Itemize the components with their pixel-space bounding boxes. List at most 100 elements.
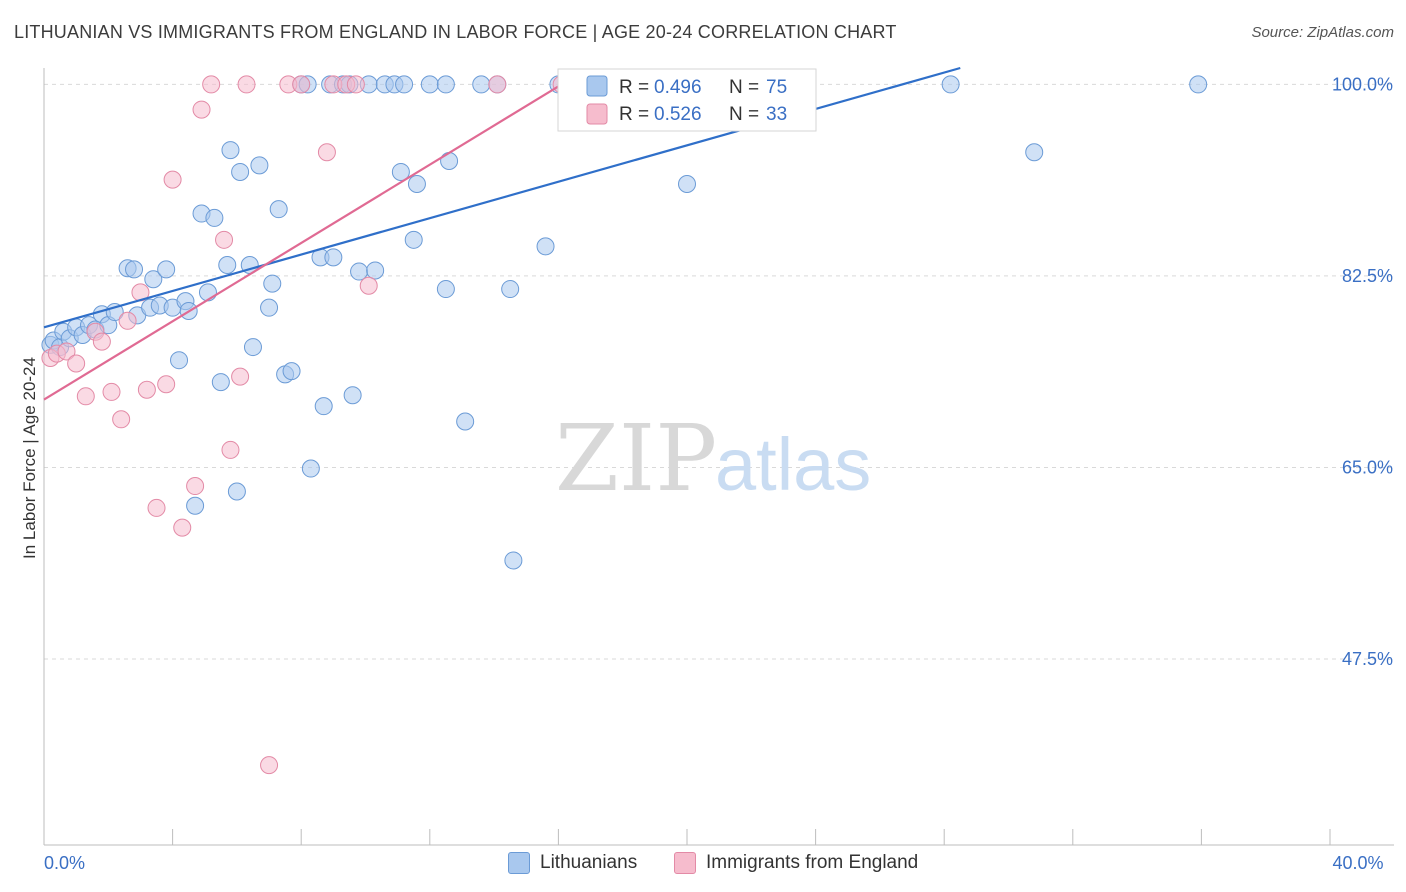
england-point: [260, 756, 279, 775]
england-trendline: [43, 83, 563, 401]
lithuanian-point: [436, 75, 455, 94]
lithuanian-point: [678, 175, 696, 194]
england-point: [173, 518, 192, 537]
lithuanian-point: [282, 362, 301, 381]
england-point: [118, 311, 137, 330]
y-tick-label: 65.0%: [1342, 457, 1393, 477]
england-point: [215, 230, 234, 249]
lithuanian-point: [211, 373, 230, 392]
bottom-legend-label-england: Immigrants from England: [706, 852, 919, 873]
bottom-legend: Lithuanians Immigrants from England: [0, 852, 1406, 878]
england-point: [237, 75, 256, 94]
watermark-atlas: atlas: [715, 423, 871, 506]
chart-title: LITHUANIAN VS IMMIGRANTS FROM ENGLAND IN…: [14, 22, 897, 42]
england-point: [221, 440, 240, 459]
legend-swatch-lithuanians: [586, 75, 608, 97]
lithuanian-point: [186, 496, 205, 515]
england-point: [186, 477, 205, 496]
england-point: [57, 342, 76, 361]
lithuanian-point: [125, 260, 144, 279]
axis-layer: 100.0% 82.5% 65.0% 47.5% 0.0% 40.0%: [43, 68, 1394, 873]
lithuanian-point: [404, 230, 423, 249]
legend-swatch-england: [586, 103, 608, 125]
england-point: [157, 375, 176, 394]
lithuanian-point: [472, 75, 491, 94]
lithuanian-point: [250, 156, 269, 175]
lithuanian-point: [343, 386, 362, 405]
england-point: [202, 75, 221, 94]
bottom-legend-england[interactable]: Immigrants from England: [674, 852, 918, 874]
lithuanian-point: [1025, 143, 1044, 162]
x-tick-label: 40.0%: [1332, 853, 1383, 873]
legend-n-label-1: N =: [729, 77, 759, 98]
y-tick-label: 100.0%: [1332, 74, 1393, 94]
legend-n-value-1: 75: [766, 77, 787, 98]
legend-r-value-2: 0.526: [654, 104, 702, 125]
lithuanian-point: [436, 280, 455, 299]
bottom-legend-swatch-england: [674, 852, 696, 874]
england-point: [192, 100, 211, 119]
lithuanian-point: [440, 152, 459, 171]
lithuanian-point: [350, 262, 369, 281]
lithuanian-point: [501, 280, 520, 299]
lithuanian-point: [170, 351, 189, 370]
bottom-legend-swatch-lithuanians: [508, 852, 530, 874]
england-point: [102, 382, 121, 401]
y-tick-label: 47.5%: [1342, 649, 1393, 669]
england-point: [67, 354, 86, 373]
england-point: [92, 332, 111, 351]
watermark: ZIP atlas: [555, 405, 871, 512]
lithuanian-point: [407, 175, 426, 194]
y-axis-title: In Labor Force | Age 20-24: [20, 357, 39, 559]
bottom-legend-lithuanians[interactable]: Lithuanians: [508, 852, 637, 874]
lithuanian-point: [366, 261, 385, 280]
lithuanian-point: [157, 260, 176, 279]
lithuanian-point: [198, 283, 217, 302]
lithuanian-point: [260, 298, 279, 317]
england-point: [317, 143, 336, 162]
lithuanian-point: [144, 270, 163, 289]
lithuanian-point: [231, 162, 250, 181]
england-point: [488, 75, 507, 94]
england-point: [76, 387, 95, 406]
lithuanian-point: [504, 551, 523, 570]
england-point: [163, 170, 182, 189]
england-point: [359, 276, 378, 295]
england-point: [147, 498, 166, 517]
england-point: [231, 367, 250, 386]
legend-r-label-2: R =: [619, 104, 649, 125]
watermark-zip: ZIP: [555, 405, 717, 512]
lithuanian-point: [314, 397, 333, 416]
lithuanian-point: [941, 75, 960, 94]
legend-n-label-2: N =: [729, 104, 759, 125]
lithuanian-point: [205, 208, 224, 227]
legend-n-value-2: 33: [766, 104, 787, 125]
correlation-legend: R = 0.496 N = 75 R = 0.526 N = 33: [557, 68, 817, 132]
bottom-legend-label-lithuanians: Lithuanians: [540, 852, 638, 873]
lithuanian-point: [324, 248, 343, 267]
lithuanian-point: [420, 75, 439, 94]
england-point: [292, 75, 311, 94]
legend-r-label-1: R =: [619, 77, 649, 98]
england-point: [112, 410, 131, 429]
lithuanian-point: [456, 412, 475, 431]
lithuanian-point: [221, 141, 240, 160]
y-tick-label: 82.5%: [1342, 266, 1393, 286]
lithuanian-point: [1189, 75, 1208, 94]
source-label: Source: ZipAtlas.com: [1251, 24, 1394, 41]
lithuanian-point: [536, 237, 555, 256]
points-layer: [41, 75, 1208, 775]
x-tick-label: 0.0%: [44, 853, 85, 873]
england-point: [137, 380, 156, 399]
lithuanian-point: [391, 162, 410, 181]
trend-layer: [43, 66, 961, 401]
legend-r-value-1: 0.496: [654, 77, 702, 98]
lithuanian-point: [218, 255, 237, 274]
lithuanian-point: [269, 200, 288, 219]
lithuanian-point: [227, 482, 246, 501]
lithuanian-point: [263, 274, 282, 293]
lithuanian-point: [395, 75, 414, 94]
lithuanian-point: [243, 338, 262, 357]
england-point: [346, 75, 365, 94]
